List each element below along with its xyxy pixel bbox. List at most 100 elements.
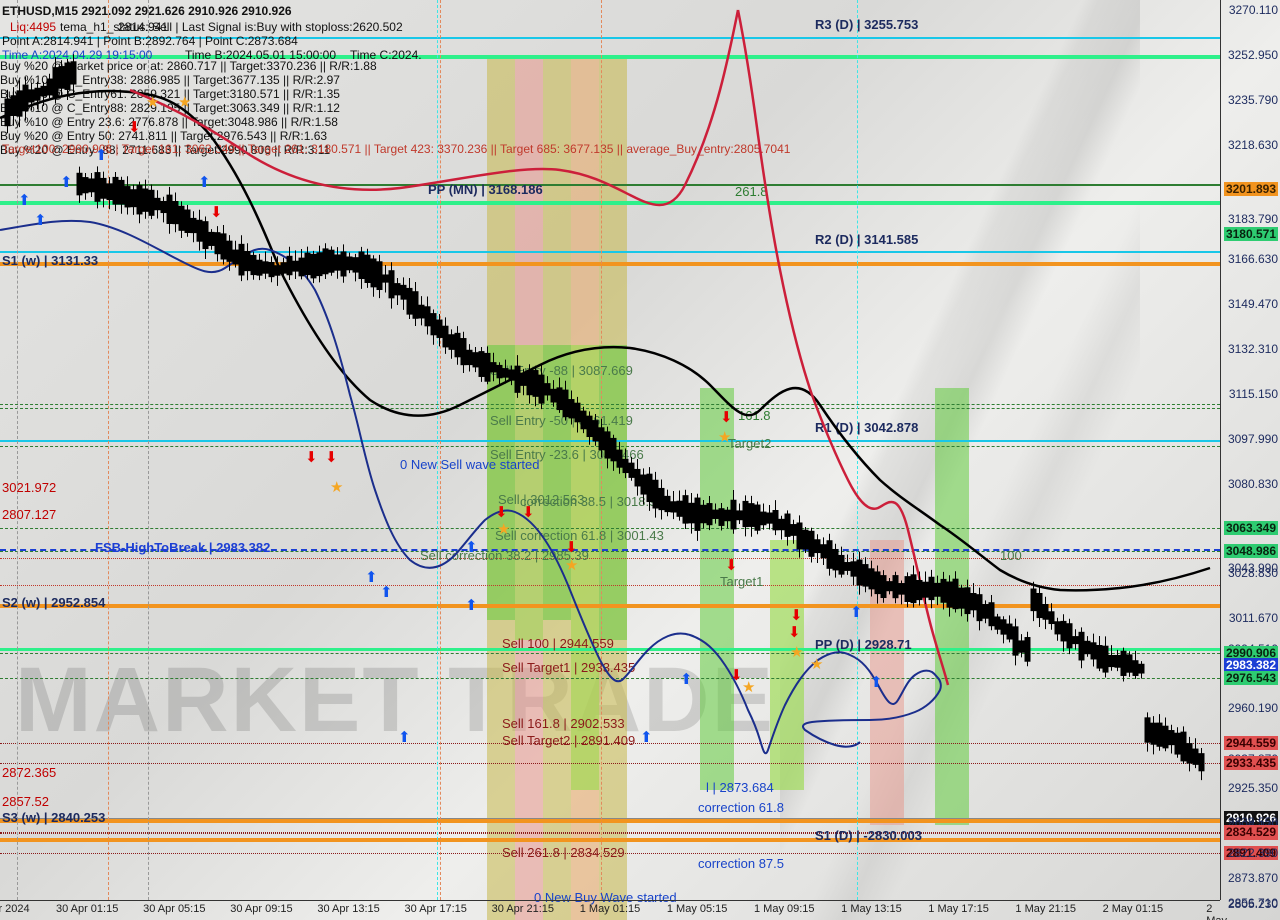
candle-body-43 — [263, 262, 268, 273]
candle-body-82 — [497, 365, 502, 377]
candle-body-88 — [533, 371, 538, 397]
candle-body-30 — [185, 210, 190, 232]
y-axis[interactable]: 3270.110 3252.950 3235.790 3218.630 3201.893… — [1220, 0, 1280, 900]
candle-body-77 — [467, 350, 472, 364]
candle-body-61 — [371, 259, 376, 287]
candle-body-156 — [941, 579, 946, 602]
candle-body-27 — [167, 195, 172, 223]
y-axis-tick-6: 3180.571 — [1224, 227, 1278, 241]
candle-body-1 — [11, 96, 16, 116]
candle-body-152 — [917, 580, 922, 599]
candle-body-145 — [875, 572, 880, 594]
x-axis-tick-2: 30 Apr 05:15 — [143, 903, 205, 915]
candle-body-138 — [833, 549, 838, 569]
candle-body-128 — [773, 510, 778, 529]
candle-body-143 — [863, 565, 868, 587]
candle-body-136 — [821, 545, 826, 558]
candle-body-164 — [989, 603, 994, 626]
x-axis-tick-4: 30 Apr 13:15 — [317, 903, 379, 915]
candle-body-52 — [317, 253, 322, 276]
candle-body-124 — [749, 504, 754, 527]
candle-body-177 — [1067, 624, 1072, 648]
x-axis[interactable]: 29 Apr 2024 30 Apr 01:15 30 Apr 05:15 30 Ap… — [0, 900, 1220, 920]
candle-body-190 — [1145, 718, 1150, 742]
candle-body-144 — [869, 569, 874, 589]
candle-body-179 — [1079, 632, 1084, 660]
candle-body-107 — [647, 474, 652, 501]
candle-body-23 — [143, 189, 148, 211]
candle-body-120 — [725, 510, 730, 521]
candle-body-59 — [359, 252, 364, 278]
candle-body-173 — [1043, 605, 1048, 620]
y-axis-tick-35: 2822.390 — [1228, 846, 1278, 860]
y-axis-tick-13: 3063.349 — [1224, 521, 1278, 535]
y-axis-tick-10: 3115.150 — [1229, 387, 1278, 401]
x-axis-tick-13: 2 May 01:15 — [1103, 903, 1164, 915]
x-axis-tick-7: 1 May 01:15 — [580, 903, 641, 915]
candle-body-35 — [215, 233, 220, 254]
candle-body-137 — [827, 541, 832, 569]
y-axis-tick-12: 3080.830 — [1228, 477, 1278, 491]
candle-body-184 — [1109, 655, 1114, 666]
candle-body-100 — [605, 432, 610, 458]
candle-body-171 — [1031, 589, 1036, 611]
candle-body-183 — [1103, 646, 1108, 672]
candle-body-174 — [1049, 612, 1054, 624]
candle-body-8 — [53, 68, 58, 98]
candle-body-97 — [587, 416, 592, 436]
y-axis-tick-7: 3166.630 — [1228, 252, 1278, 266]
candle-body-90 — [545, 384, 550, 395]
candle-body-192 — [1157, 723, 1162, 746]
x-axis-tick-10: 1 May 13:15 — [841, 903, 902, 915]
candle-body-133 — [803, 530, 808, 549]
candle-body-78 — [473, 353, 478, 367]
candle-body-123 — [743, 501, 748, 526]
x-axis-tick-1: 30 Apr 01:15 — [56, 903, 118, 915]
candle-body-197 — [1187, 744, 1192, 763]
candle-body-62 — [377, 262, 382, 290]
candle-body-131 — [791, 525, 796, 536]
candle-body-134 — [809, 531, 814, 556]
candle-body-69 — [419, 305, 424, 318]
candle-body-76 — [461, 339, 466, 365]
candle-body-13 — [83, 178, 88, 193]
candle-body-75 — [455, 333, 460, 356]
candle-body-92 — [557, 388, 562, 410]
candle-body-187 — [1127, 655, 1132, 672]
candle-body-172 — [1037, 593, 1042, 617]
candle-body-22 — [137, 186, 142, 214]
x-axis-tick-14: 2 May 05:15 — [1206, 903, 1234, 920]
candle-body-154 — [929, 577, 934, 599]
candle-body-44 — [269, 262, 274, 276]
x-axis-tick-3: 30 Apr 09:15 — [230, 903, 292, 915]
candle-body-6 — [41, 86, 46, 96]
candle-body-25 — [155, 198, 160, 209]
candle-body-108 — [653, 480, 658, 508]
candle-body-20 — [125, 187, 130, 207]
candle-body-17 — [107, 184, 112, 200]
candle-body-113 — [683, 496, 688, 523]
candle-body-53 — [323, 249, 328, 274]
candle-body-91 — [551, 389, 556, 402]
x-axis-tick-0: 29 Apr 2024 — [0, 903, 30, 915]
x-axis-tick-11: 1 May 17:15 — [928, 903, 989, 915]
candle-body-40 — [245, 251, 250, 270]
candle-body-168 — [1013, 627, 1018, 655]
candle-body-50 — [305, 253, 310, 275]
candle-body-150 — [905, 577, 910, 602]
candle-body-19 — [119, 180, 124, 204]
candle-body-158 — [953, 579, 958, 608]
y-axis-tick-4: 3201.893 — [1224, 182, 1278, 196]
candle-body-169 — [1019, 641, 1024, 652]
candle-body-94 — [569, 400, 574, 418]
candle-body-57 — [347, 257, 352, 270]
y-axis-tick-3: 3218.630 — [1228, 138, 1278, 152]
candle-body-126 — [761, 512, 766, 525]
candle-body-116 — [701, 505, 706, 522]
y-axis-tick-14: 3048.986 — [1224, 544, 1278, 558]
candle-body-87 — [527, 370, 532, 394]
candle-body-29 — [179, 206, 184, 230]
candle-body-79 — [479, 352, 484, 377]
candle-body-71 — [431, 314, 436, 335]
y-axis-tick-11: 3097.990 — [1228, 432, 1278, 446]
